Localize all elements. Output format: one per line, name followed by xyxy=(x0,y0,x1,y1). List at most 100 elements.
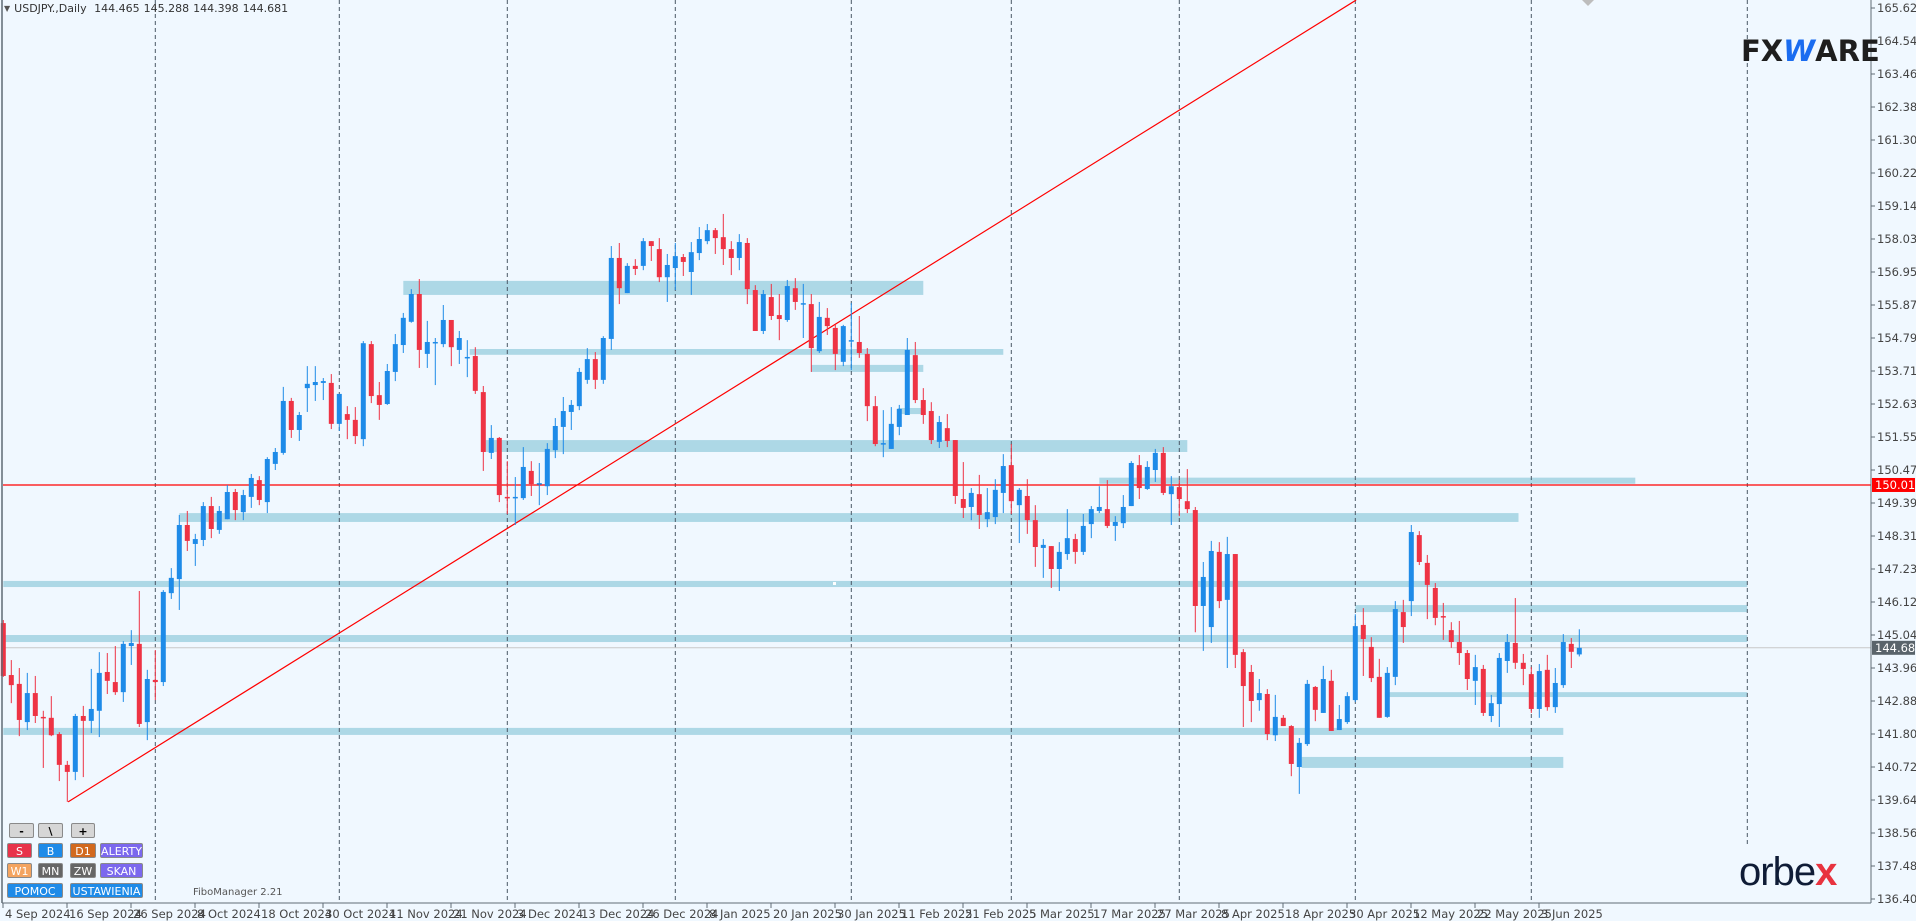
bullish-candle xyxy=(1000,454,1006,514)
candle-body xyxy=(16,683,22,720)
chart-shift-marker-icon xyxy=(1582,0,1594,6)
candle-body xyxy=(736,242,742,258)
candle-body xyxy=(752,290,758,331)
collapse-triangle-icon[interactable]: ▼ xyxy=(4,4,11,13)
bullish-candle xyxy=(1256,679,1262,711)
candle-body xyxy=(1488,703,1494,716)
candle-body xyxy=(792,288,798,302)
bullish-candle xyxy=(880,410,886,458)
candle-body xyxy=(1368,646,1374,679)
candle-body xyxy=(632,265,638,269)
candle-body xyxy=(952,440,958,496)
d1-timeframe-button[interactable]: D1 xyxy=(70,843,96,858)
buy-button[interactable]: B xyxy=(38,843,63,858)
support-resistance-zone xyxy=(3,635,1748,643)
zoom-out-button[interactable]: - xyxy=(9,823,34,838)
bearish-candle xyxy=(1008,444,1014,515)
candle-body xyxy=(472,356,478,391)
bullish-candle xyxy=(1344,692,1350,724)
candle-body xyxy=(88,708,94,721)
bearish-candle xyxy=(136,591,142,727)
bullish-candle xyxy=(280,386,286,455)
candle-body xyxy=(904,349,910,416)
alerts-button[interactable]: ALERTY xyxy=(100,843,143,858)
candle-body xyxy=(864,353,870,407)
candle-body xyxy=(184,525,190,541)
level-price-tag xyxy=(1872,477,1915,492)
mn-timeframe-button[interactable]: MN xyxy=(38,863,63,878)
candle-body xyxy=(248,477,254,497)
candle-body xyxy=(520,466,526,499)
bearish-candle xyxy=(528,461,534,496)
bullish-candle xyxy=(216,506,222,534)
date-tick-label: 21 Feb 2025 xyxy=(965,907,1037,921)
candle-body xyxy=(1552,682,1558,708)
w1-timeframe-button[interactable]: W1 xyxy=(7,863,32,878)
candle-body xyxy=(24,693,30,723)
candle-body xyxy=(1104,509,1110,526)
bullish-candle xyxy=(72,713,78,781)
candle-body xyxy=(968,492,974,507)
bearish-candle xyxy=(832,324,838,371)
scan-button[interactable]: SKAN xyxy=(100,863,143,878)
bearish-candle xyxy=(744,238,750,305)
candle-body xyxy=(1000,466,1006,493)
trend-line xyxy=(67,0,1357,803)
line-tool-button[interactable]: \ xyxy=(38,823,63,838)
bearish-candle xyxy=(1328,669,1334,731)
candle-body xyxy=(400,317,406,346)
bullish-candle xyxy=(984,488,990,528)
date-tick-label: 8 Apr 2025 xyxy=(1221,907,1285,921)
bearish-candle xyxy=(376,382,382,420)
candle-body xyxy=(616,257,622,289)
candle-body xyxy=(880,443,886,445)
bullish-candle xyxy=(248,473,254,508)
candle-body xyxy=(600,338,606,380)
bullish-candle xyxy=(1224,536,1230,669)
candle-body xyxy=(1464,653,1470,680)
bullish-candle xyxy=(1504,634,1510,673)
candle-body xyxy=(280,400,286,453)
support-resistance-zone xyxy=(403,280,924,295)
candle-body xyxy=(1024,495,1030,521)
date-tick-label: 17 Mar 2025 xyxy=(1093,907,1166,921)
candle-body xyxy=(1272,716,1278,736)
candle-body xyxy=(1304,683,1310,745)
bearish-candle xyxy=(928,402,934,445)
price-tick-label: 136.400 xyxy=(1877,892,1916,906)
candle-body xyxy=(1416,535,1422,562)
bullish-candle xyxy=(1152,448,1158,482)
candle-body xyxy=(1216,551,1222,602)
bullish-candle xyxy=(1064,509,1070,560)
candle-body xyxy=(240,495,246,513)
chart-header: ▼ USDJPY.,Daily 144.465 145.288 144.398 144.… xyxy=(4,2,292,15)
candle-body xyxy=(784,286,790,320)
zoom-in-button[interactable]: + xyxy=(71,823,95,838)
ohlc-open: 144.465 xyxy=(94,2,140,15)
support-resistance-zone xyxy=(179,513,1519,522)
candle-body xyxy=(976,494,982,515)
bearish-candle xyxy=(472,347,478,394)
candle-body xyxy=(1336,719,1342,731)
settings-button[interactable]: USTAWIENIA xyxy=(70,883,143,898)
bullish-candle xyxy=(664,253,670,302)
help-button[interactable]: POMOC xyxy=(7,883,63,898)
candle-body xyxy=(696,239,702,254)
price-tick-label: 148.310 xyxy=(1877,529,1916,543)
bullish-candle xyxy=(1304,679,1310,746)
bullish-candle xyxy=(1120,495,1126,529)
price-tick-label: 150.470 xyxy=(1877,463,1916,477)
bullish-candle xyxy=(312,366,318,401)
candle-body xyxy=(208,506,214,529)
date-tick-label: 30 Apr 2025 xyxy=(1349,907,1420,921)
bullish-candle xyxy=(784,279,790,322)
bullish-candle xyxy=(304,366,310,412)
candle-body xyxy=(1576,647,1582,655)
bullish-candle xyxy=(1056,542,1062,592)
sell-button[interactable]: S xyxy=(7,843,32,858)
price-tick-label: 141.800 xyxy=(1877,727,1916,741)
candle-body xyxy=(1168,486,1174,495)
candle-body xyxy=(808,304,814,349)
zw-button[interactable]: ZW xyxy=(70,863,96,878)
